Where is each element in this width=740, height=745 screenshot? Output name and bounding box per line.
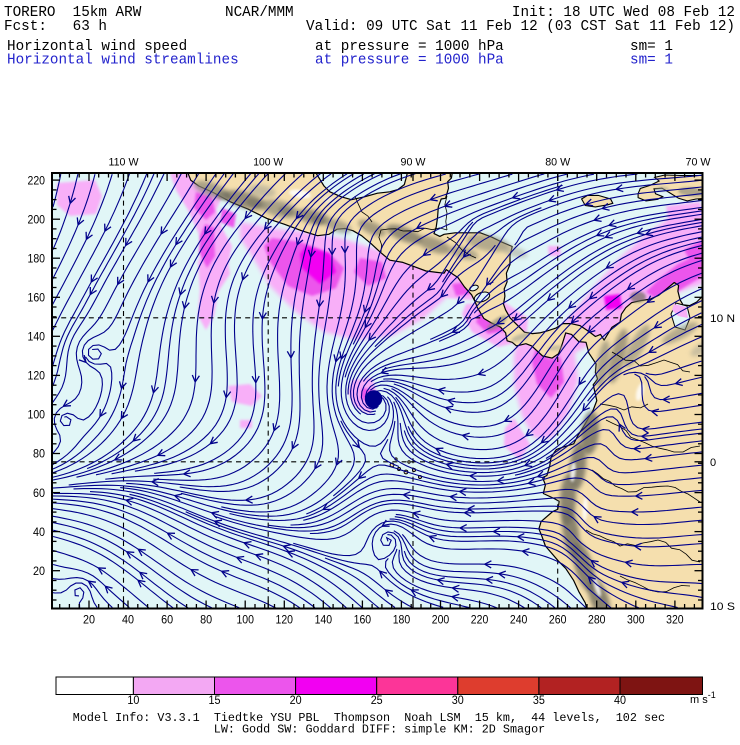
svg-text:140: 140 bbox=[315, 615, 333, 627]
svg-text:100 W: 100 W bbox=[253, 157, 284, 169]
svg-text:10 N: 10 N bbox=[710, 313, 735, 325]
svg-text:TORERO 15km ARW: TORERO 15km ARW bbox=[4, 5, 142, 21]
svg-text:110 W: 110 W bbox=[109, 157, 140, 169]
svg-text:60: 60 bbox=[161, 615, 173, 627]
svg-text:140: 140 bbox=[28, 332, 46, 344]
svg-text:20: 20 bbox=[290, 695, 302, 707]
svg-text:260: 260 bbox=[549, 615, 567, 627]
svg-text:120: 120 bbox=[276, 615, 294, 627]
svg-text:320: 320 bbox=[666, 615, 684, 627]
svg-text:200: 200 bbox=[432, 615, 450, 627]
svg-text:Fcst: 63 h: Fcst: 63 h bbox=[4, 19, 107, 35]
svg-text:Horizontal wind streamlines: Horizontal wind streamlines bbox=[7, 53, 239, 69]
svg-text:100: 100 bbox=[28, 410, 46, 422]
svg-text:240: 240 bbox=[510, 615, 528, 627]
svg-text:160: 160 bbox=[28, 292, 46, 304]
svg-text:180: 180 bbox=[28, 253, 46, 265]
svg-text:70 W: 70 W bbox=[686, 157, 712, 169]
svg-text:220: 220 bbox=[28, 175, 46, 187]
svg-text:40: 40 bbox=[614, 695, 626, 707]
svg-text:0: 0 bbox=[710, 457, 716, 469]
svg-text:at pressure = 1000 hPa: at pressure = 1000 hPa bbox=[315, 53, 504, 69]
svg-text:15: 15 bbox=[209, 695, 221, 707]
svg-text:Init: 18 UTC Wed 08 Feb 12: Init: 18 UTC Wed 08 Feb 12 bbox=[512, 5, 735, 21]
svg-text:sm= 1: sm= 1 bbox=[630, 53, 673, 69]
svg-text:10: 10 bbox=[127, 695, 139, 707]
svg-text:35: 35 bbox=[533, 695, 545, 707]
svg-text:120: 120 bbox=[28, 371, 46, 383]
svg-text:160: 160 bbox=[354, 615, 372, 627]
svg-text:30: 30 bbox=[452, 695, 464, 707]
svg-text:40: 40 bbox=[33, 527, 45, 539]
svg-text:at pressure = 1000 hPa: at pressure = 1000 hPa bbox=[315, 39, 504, 55]
svg-text:Model Info: V3.3.1 Tiedtke YS: Model Info: V3.3.1 Tiedtke YSU PBL Thomp… bbox=[73, 711, 665, 725]
svg-text:80 W: 80 W bbox=[545, 157, 571, 169]
svg-text:80: 80 bbox=[200, 615, 212, 627]
svg-text:100: 100 bbox=[236, 615, 254, 627]
svg-text:220: 220 bbox=[471, 615, 489, 627]
svg-text:sm= 1: sm= 1 bbox=[630, 39, 673, 55]
svg-text:200: 200 bbox=[28, 214, 46, 226]
svg-text:Valid: 09 UTC Sat 11 Feb 12 (0: Valid: 09 UTC Sat 11 Feb 12 (03 CST Sat … bbox=[306, 19, 735, 35]
svg-text:60: 60 bbox=[33, 488, 45, 500]
svg-text:40: 40 bbox=[122, 615, 134, 627]
svg-text:NCAR/MMM: NCAR/MMM bbox=[225, 5, 294, 21]
svg-text:10 S: 10 S bbox=[710, 601, 735, 613]
svg-text:300: 300 bbox=[627, 615, 645, 627]
svg-text:80: 80 bbox=[33, 449, 45, 461]
svg-text:Horizontal wind speed: Horizontal wind speed bbox=[7, 39, 187, 55]
svg-text:180: 180 bbox=[393, 615, 411, 627]
svg-text:25: 25 bbox=[371, 695, 383, 707]
svg-text:LW: Godd SW: Goddard DIFF: sim: LW: Godd SW: Goddard DIFF: simple KM: 2D… bbox=[214, 723, 545, 737]
svg-text:90 W: 90 W bbox=[401, 157, 427, 169]
svg-text:280: 280 bbox=[588, 615, 606, 627]
svg-text:20: 20 bbox=[33, 566, 45, 578]
svg-text:20: 20 bbox=[83, 615, 95, 627]
